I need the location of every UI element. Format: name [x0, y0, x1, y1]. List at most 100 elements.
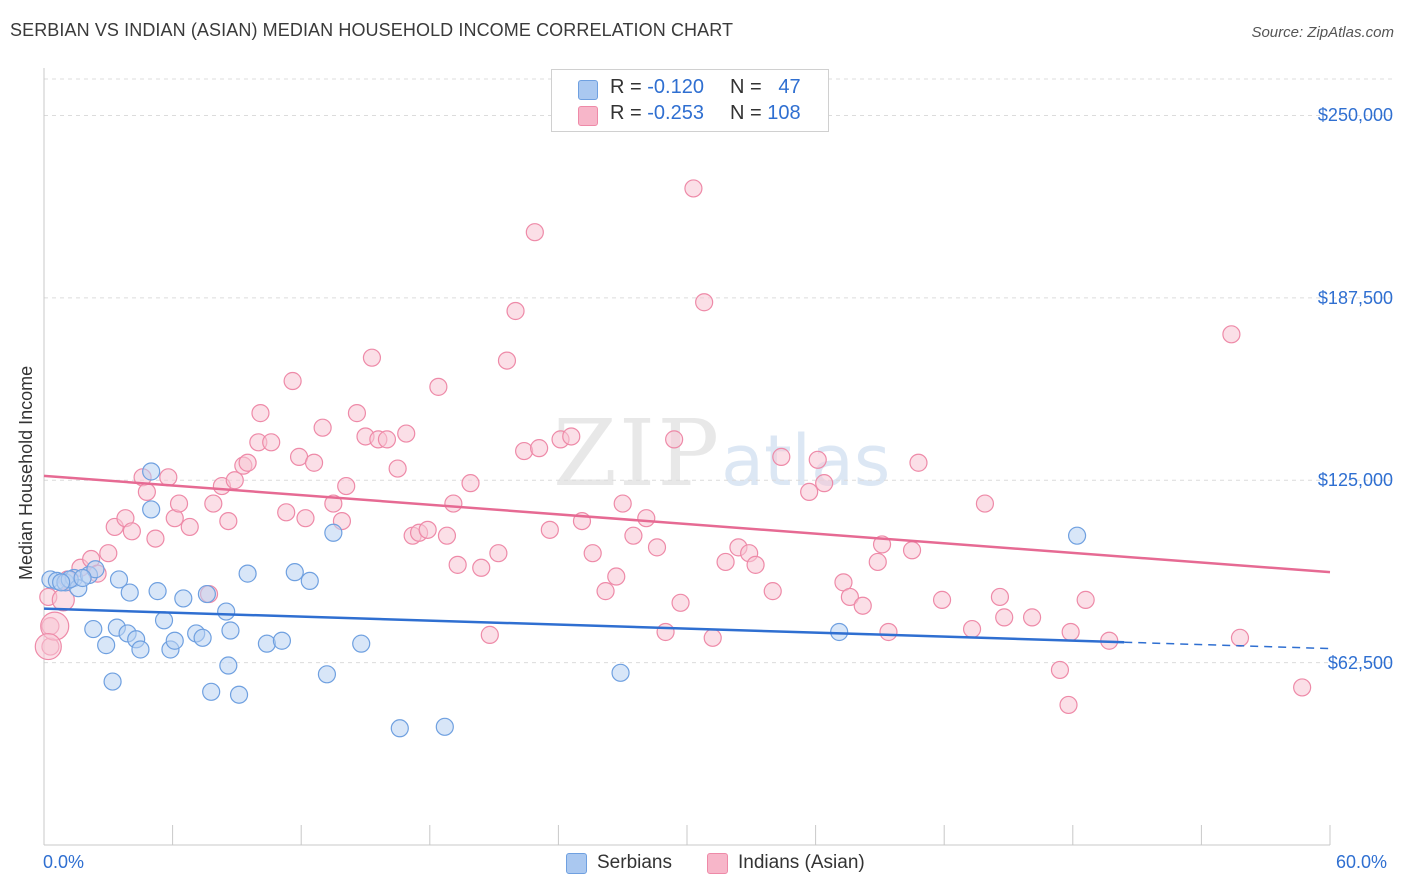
data-point — [613, 494, 632, 513]
data-point — [540, 520, 559, 539]
data-point — [317, 665, 337, 684]
data-point — [1050, 660, 1070, 680]
data-point — [99, 544, 118, 563]
data-point — [197, 584, 216, 604]
trend-line-serbians — [43, 607, 1125, 644]
data-point — [169, 494, 189, 513]
data-point — [296, 509, 315, 528]
legend-n-label: N = — [730, 76, 768, 98]
data-point — [497, 351, 517, 370]
data-point — [763, 582, 782, 601]
data-point — [902, 541, 922, 560]
data-point — [300, 571, 319, 591]
data-point — [204, 494, 223, 513]
correlation-legend: R = -0.120 N = 47 R = -0.253 N = 108 — [551, 69, 829, 132]
data-point — [225, 471, 244, 490]
data-point — [97, 636, 116, 655]
data-point — [1061, 622, 1080, 642]
data-point — [221, 621, 240, 640]
data-point — [142, 462, 161, 481]
data-point — [962, 619, 982, 639]
legend-swatch-indians — [578, 106, 598, 126]
legend-r-label: R = — [610, 102, 648, 124]
data-point — [684, 179, 703, 198]
data-point — [103, 672, 122, 691]
data-point — [489, 544, 508, 563]
data-point — [815, 474, 834, 493]
data-point — [120, 583, 139, 602]
data-point — [388, 459, 407, 478]
data-point — [444, 494, 463, 513]
legend-r-value: -0.253 — [647, 102, 704, 124]
series-serbians-points — [41, 462, 1087, 738]
data-point — [975, 494, 995, 513]
data-point — [146, 529, 165, 548]
legend-r-indians: R = -0.253 — [610, 102, 704, 125]
data-point — [262, 433, 281, 452]
data-point — [229, 685, 249, 704]
data-point — [909, 453, 928, 472]
data-point — [86, 560, 105, 579]
data-point — [390, 719, 409, 738]
data-point — [217, 602, 236, 621]
data-point — [435, 717, 454, 736]
data-point — [429, 377, 448, 396]
data-point — [853, 596, 872, 615]
data-point — [665, 430, 684, 449]
data-point — [257, 634, 277, 653]
data-point — [304, 453, 324, 472]
data-point — [52, 573, 71, 592]
trend-line-serbians-extension — [1124, 641, 1331, 650]
chart-title: SERBIAN VS INDIAN (ASIAN) MEDIAN HOUSEHO… — [10, 20, 734, 40]
data-point — [238, 453, 257, 472]
data-point — [137, 482, 156, 502]
legend-r-value: -0.120 — [647, 76, 704, 98]
legend-n-serbians: N = 47 — [730, 76, 801, 99]
data-point — [515, 441, 534, 461]
legend-r-serbians: R = -0.120 — [610, 76, 704, 99]
data-point — [868, 552, 887, 572]
data-point — [1076, 590, 1095, 609]
data-point — [461, 474, 480, 493]
data-point — [202, 682, 221, 701]
data-point — [530, 439, 549, 458]
data-point — [840, 587, 859, 607]
y-tick-label: $125,000 — [1317, 470, 1393, 491]
series-indians-points — [34, 179, 1312, 715]
data-point — [193, 628, 212, 647]
data-point — [277, 503, 296, 522]
y-tick-label: $187,500 — [1317, 287, 1393, 308]
x-tick-label-max: 60.0% — [1336, 852, 1388, 872]
legend-n-label: N = — [730, 102, 768, 124]
data-point — [472, 558, 491, 577]
legend-swatch-serbians — [566, 853, 587, 874]
data-point — [1059, 695, 1078, 715]
data-point — [671, 593, 690, 612]
y-tick-label: $62,500 — [1327, 652, 1393, 673]
data-point — [1067, 526, 1087, 545]
data-point — [1230, 628, 1250, 647]
data-point — [219, 511, 238, 531]
legend-n-value: 47 — [778, 76, 801, 98]
data-point-large — [34, 632, 62, 661]
data-point — [165, 631, 184, 650]
data-point — [272, 631, 292, 650]
data-point — [324, 494, 343, 513]
data-point — [1293, 678, 1312, 697]
data-point — [596, 582, 615, 601]
data-point — [109, 570, 129, 589]
data-point — [313, 418, 332, 437]
y-axis-label: Median Household Income — [16, 365, 36, 580]
data-point — [506, 301, 525, 321]
x-tick-label-min: 0.0% — [43, 852, 85, 872]
data-point — [148, 582, 167, 601]
data-point — [624, 526, 643, 545]
data-point — [159, 468, 178, 487]
data-point — [285, 563, 304, 582]
data-point — [637, 509, 656, 528]
data-point — [808, 450, 827, 469]
data-point — [352, 634, 371, 653]
watermark: ZIPatlas — [553, 400, 890, 507]
data-point — [772, 447, 791, 466]
